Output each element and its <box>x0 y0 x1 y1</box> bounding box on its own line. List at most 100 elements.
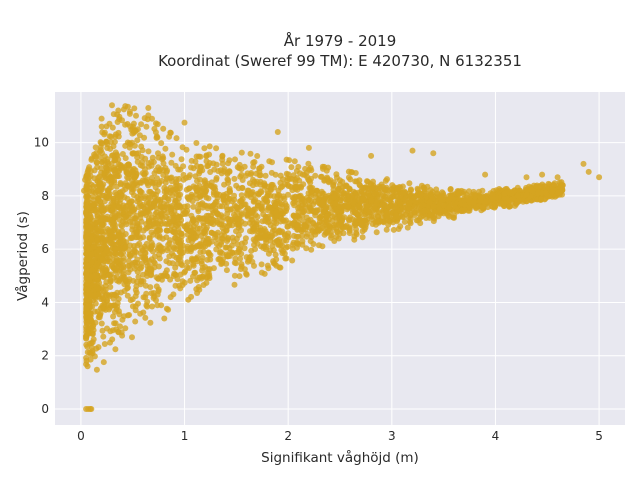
data-point <box>227 206 234 213</box>
data-point <box>178 217 185 224</box>
data-point <box>83 223 90 230</box>
data-point <box>95 196 102 203</box>
data-point <box>262 172 269 179</box>
data-point <box>224 210 231 217</box>
data-point <box>402 196 409 203</box>
data-point <box>231 192 238 199</box>
data-point <box>274 212 281 219</box>
data-point <box>208 229 215 236</box>
data-point <box>138 189 145 196</box>
data-point <box>137 235 144 242</box>
data-point <box>167 129 174 136</box>
data-point <box>177 271 184 278</box>
data-point <box>111 177 118 184</box>
data-point <box>283 170 290 177</box>
data-point <box>555 189 562 196</box>
data-point <box>542 189 549 196</box>
data-point <box>139 247 146 254</box>
data-point <box>111 138 118 145</box>
data-point <box>430 203 437 210</box>
data-point <box>159 215 166 221</box>
data-point <box>124 292 131 299</box>
data-point <box>83 271 90 278</box>
data-point <box>177 182 183 189</box>
data-point <box>145 200 152 207</box>
data-point <box>194 187 201 194</box>
data-point <box>106 120 113 127</box>
data-point <box>145 215 152 222</box>
data-point <box>164 201 170 208</box>
data-point <box>173 135 180 142</box>
data-point <box>316 206 323 213</box>
data-point <box>343 222 350 229</box>
data-point <box>348 193 355 200</box>
data-point <box>226 222 233 229</box>
data-point <box>213 240 220 247</box>
data-point <box>87 213 94 219</box>
data-point <box>106 216 113 223</box>
data-point <box>456 190 462 197</box>
data-point <box>258 163 265 170</box>
data-point <box>217 248 224 255</box>
data-point <box>189 193 196 200</box>
data-point <box>84 262 91 269</box>
data-point <box>131 246 138 253</box>
data-point <box>105 171 112 178</box>
data-point <box>233 235 240 242</box>
data-point <box>142 155 149 162</box>
data-point <box>154 121 161 128</box>
data-point <box>523 174 530 181</box>
data-point <box>110 313 117 320</box>
data-point <box>98 320 105 327</box>
data-point <box>249 258 256 265</box>
data-point <box>187 277 194 284</box>
data-point <box>554 174 561 181</box>
data-point <box>254 202 261 209</box>
data-point <box>83 357 90 364</box>
data-point <box>434 190 441 197</box>
data-point <box>111 212 118 219</box>
data-point <box>234 164 241 171</box>
data-point <box>596 174 603 181</box>
data-point <box>470 199 477 206</box>
data-point <box>155 196 161 203</box>
data-point <box>359 234 366 241</box>
data-point <box>512 202 518 209</box>
data-point <box>141 134 148 141</box>
data-point <box>90 193 97 200</box>
data-point <box>295 233 302 240</box>
data-point <box>155 227 162 234</box>
data-point <box>401 218 408 225</box>
data-point <box>151 125 158 132</box>
data-point <box>192 158 199 165</box>
data-point <box>253 181 260 187</box>
data-point <box>210 216 217 223</box>
data-point <box>210 221 217 228</box>
data-point <box>178 261 185 268</box>
data-point <box>250 163 257 170</box>
data-point <box>289 245 296 252</box>
data-point <box>219 260 226 267</box>
data-point <box>238 192 245 199</box>
data-point <box>155 275 162 282</box>
data-point <box>98 140 105 147</box>
data-point <box>203 202 210 209</box>
data-point <box>559 186 566 193</box>
data-point <box>538 196 545 203</box>
data-point <box>132 318 139 325</box>
data-point <box>265 265 272 272</box>
data-point <box>279 250 286 257</box>
data-point <box>294 212 301 219</box>
data-point <box>350 199 356 206</box>
data-point <box>112 246 118 253</box>
data-point <box>101 198 108 205</box>
data-point <box>299 196 306 203</box>
data-point <box>233 228 239 235</box>
data-point <box>294 221 301 228</box>
data-point <box>318 188 325 195</box>
data-point <box>399 183 406 190</box>
data-point <box>286 157 293 164</box>
data-point <box>332 200 339 207</box>
data-point <box>361 211 368 218</box>
data-point <box>199 185 206 192</box>
